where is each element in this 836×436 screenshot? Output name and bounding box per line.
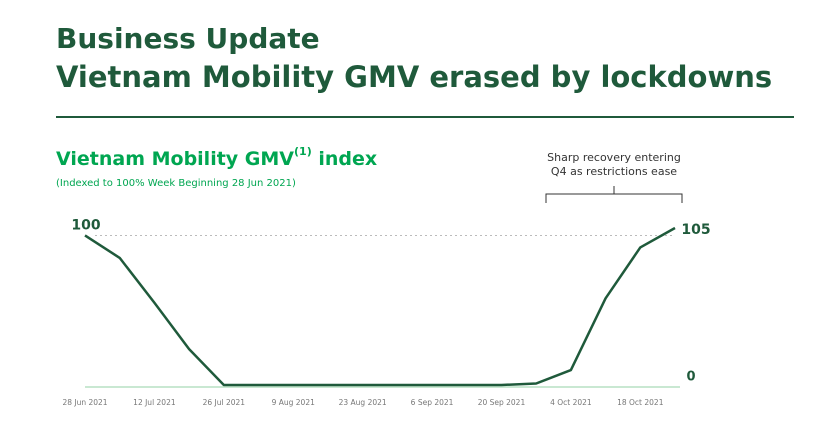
data-label: 105 xyxy=(681,222,710,238)
x-tick-label: 6 Sep 2021 xyxy=(411,398,454,407)
annotation: Q4 as restrictions ease xyxy=(551,165,677,178)
x-tick-label: 18 Oct 2021 xyxy=(617,398,664,407)
x-tick-label: 23 Aug 2021 xyxy=(339,398,387,407)
x-tick-label: 26 Jul 2021 xyxy=(203,398,246,407)
annotation: Sharp recovery entering xyxy=(547,151,681,164)
y-tick-label: 0 xyxy=(686,370,695,385)
slide-subtitle: Vietnam Mobility GMV erased by lockdowns xyxy=(56,60,772,94)
data-line xyxy=(84,226,676,387)
title-suffix: index xyxy=(312,148,377,170)
x-tick-label: 9 Aug 2021 xyxy=(272,398,315,407)
x-tick-label: 12 Jul 2021 xyxy=(133,398,176,407)
x-tick-label: 20 Sep 2021 xyxy=(478,398,526,407)
title-main: Vietnam Mobility GMV xyxy=(56,148,294,170)
data-label: 100 xyxy=(71,217,100,233)
slide-title: Business Update xyxy=(56,22,320,55)
chart-subtitle: (Indexed to 100% Week Beginning 28 Jun 2… xyxy=(56,178,296,189)
x-tick-label: 4 Oct 2021 xyxy=(550,398,592,407)
chart-title: Vietnam Mobility GMV(1) index xyxy=(56,145,377,170)
annotation-bracket xyxy=(545,186,683,203)
title-superscript: (1) xyxy=(294,145,312,158)
x-tick-label: 28 Jun 2021 xyxy=(62,398,107,407)
